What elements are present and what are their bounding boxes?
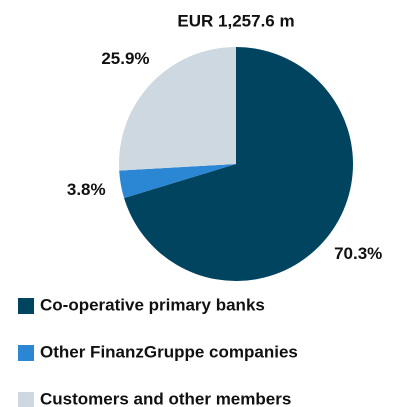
slice-label: 3.8% — [67, 180, 106, 199]
legend-swatch — [18, 345, 34, 361]
pie-slice — [124, 47, 353, 281]
pie-slice — [119, 164, 236, 199]
pie-slice — [119, 47, 236, 171]
legend-label: Co-operative primary banks — [40, 295, 265, 314]
slice-label: 25.9% — [101, 49, 149, 68]
legend-swatch — [18, 392, 34, 407]
legend-label: Customers and other members — [40, 389, 291, 407]
chart-title: EUR 1,257.6 m — [177, 11, 294, 30]
legend-swatch — [18, 298, 34, 314]
slice-label: 70.3% — [334, 244, 382, 263]
legend-label: Other FinanzGruppe companies — [40, 342, 298, 361]
